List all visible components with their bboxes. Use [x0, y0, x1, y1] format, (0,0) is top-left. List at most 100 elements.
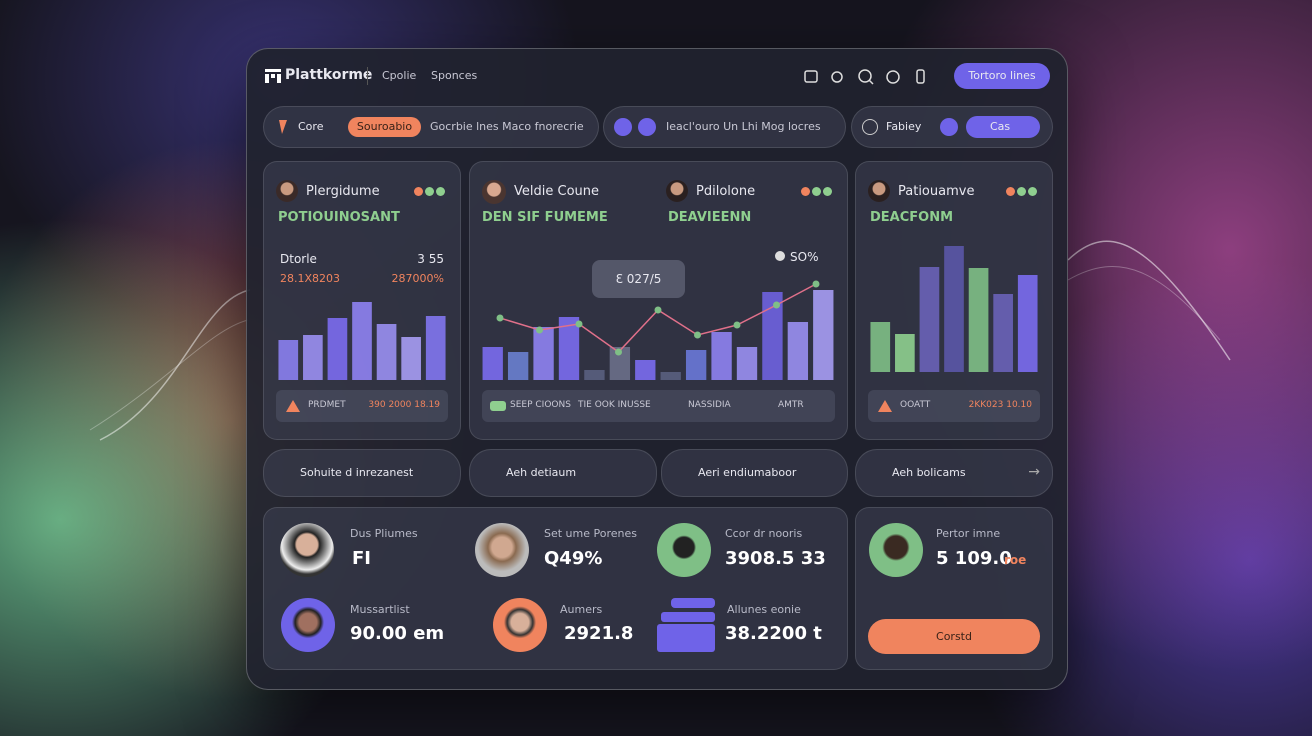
action-button[interactable]: Sohuite d inrezanest [263, 449, 461, 497]
nav-link[interactable]: Cpolie [382, 69, 417, 82]
bar [685, 350, 707, 380]
filter-description: Ieacl'ouro Un Lhi Mog locres [666, 120, 821, 133]
badge-icon [775, 251, 785, 261]
avatar [280, 523, 334, 577]
filter-tag[interactable]: Cas [966, 116, 1040, 138]
trend-point [615, 348, 622, 356]
arrow-icon: → [1028, 464, 1040, 480]
card-name: Pdilolone [696, 184, 756, 199]
trend-point [733, 321, 741, 329]
bar [278, 340, 299, 380]
card-subtitle: DEAVIEENN [668, 210, 752, 225]
action-label: Aeri endiumaboor [698, 466, 797, 479]
status-dots [799, 181, 833, 196]
person-label: Ccor dr nooris [725, 527, 803, 540]
card-footer: SEEP CIOONS TIE OOK INUSSE NASSIDIA AMTR [482, 390, 835, 422]
stat-value: 3 55 [417, 252, 444, 266]
bar [303, 335, 323, 380]
card-subtitle: DEACFONM [870, 210, 954, 225]
person-value: 3908.5 33 [725, 548, 826, 569]
header-button[interactable]: Tortoro lines [954, 63, 1050, 89]
trend-point [536, 326, 543, 334]
filter-pill[interactable]: Fabiey Cas [851, 106, 1053, 148]
card-footer: PRDMET 390 2000 18.19 [276, 390, 448, 422]
bar [968, 268, 989, 372]
bar [736, 347, 758, 380]
bar [558, 317, 580, 380]
bar [813, 290, 834, 380]
filter-tag[interactable]: Souroabio [348, 117, 421, 137]
action-button[interactable]: Aeri endiumaboor [661, 449, 848, 497]
summary-button[interactable]: Corstd [868, 619, 1040, 654]
bar [327, 318, 348, 380]
person-value: FI [352, 548, 371, 569]
stat-label: Dtorle [280, 252, 317, 266]
person-value: 38.2200 t [725, 623, 822, 644]
footer-label: TIE OOK INUSSE [578, 400, 651, 410]
bar-chart [278, 302, 446, 380]
trend-point [812, 280, 820, 288]
filter-label: Fabiey [886, 120, 922, 133]
avatar [276, 180, 298, 202]
bar [711, 332, 732, 380]
person-label: Allunes eonie [727, 603, 801, 616]
action-label: Aeh detiaum [506, 466, 577, 479]
filter-radio[interactable] [862, 119, 878, 135]
trend-point [496, 314, 504, 322]
person-value: 90.00 em [350, 623, 445, 644]
avatar [666, 180, 688, 202]
footer-label: SEEP CIOONS [510, 400, 571, 410]
status-dots [1004, 181, 1038, 196]
stat-left: 28.1X8203 [280, 272, 341, 285]
bar [352, 302, 372, 380]
footer-label: PRDMET [308, 400, 346, 410]
bar-line-chart [482, 280, 834, 380]
person-label: Aumers [560, 603, 603, 616]
bar [1017, 275, 1038, 372]
bar [533, 327, 554, 380]
action-button[interactable]: Aeh bolicams → [855, 449, 1053, 497]
warning-icon [286, 400, 300, 412]
person-value: Q49% [544, 548, 603, 569]
card-name: Veldie Coune [514, 184, 599, 199]
bar [482, 347, 503, 380]
filter-dot [940, 118, 958, 136]
chart-badge: SO% [790, 250, 819, 264]
footer-label: NASSIDIA [688, 400, 731, 410]
action-button[interactable]: Aeh detiaum [469, 449, 657, 497]
warning-icon [878, 400, 892, 412]
trend-point [773, 301, 780, 309]
bar [895, 334, 915, 372]
filter-pill[interactable]: Ieacl'ouro Un Lhi Mog locres [603, 106, 846, 148]
person-value: 2921.8 [564, 623, 634, 644]
card-subtitle: POTIOUINOSANT [278, 210, 400, 225]
bar-chart [870, 246, 1038, 372]
summary-value: 5 109.0 [936, 548, 1012, 569]
nav-link[interactable]: Sponces [431, 69, 478, 82]
person-label: Set ume Porenes [544, 527, 638, 540]
summary-label: Pertor imne [936, 527, 1001, 540]
stack-icon [657, 598, 715, 652]
chart-card: Veldie Coune Pdilolone DEN SIF FUMEME DE… [469, 161, 848, 440]
avatar [482, 180, 506, 204]
avatar [475, 523, 529, 577]
footer-value: 2KK023 10.10 [968, 400, 1032, 410]
bar [425, 316, 446, 380]
footer-icon [490, 401, 506, 411]
card-footer: OOATT 2KK023 10.10 [868, 390, 1040, 422]
logo-icon [265, 69, 281, 83]
avatar [281, 598, 335, 652]
bar [401, 337, 421, 380]
divider [367, 67, 368, 85]
bar [762, 292, 783, 380]
chart-tooltip: Ɛ 027/5 [592, 260, 685, 298]
trend-point [654, 306, 662, 314]
avatar [657, 523, 711, 577]
filter-pill[interactable]: Core Souroabio Gocrbie lnes Maco fnorecr… [263, 106, 599, 148]
avatar [493, 598, 547, 652]
bar [609, 347, 631, 380]
stat-card: Plergidume POTIOUINOSANT Dtorle 3 55 28.… [263, 161, 461, 440]
header-icons[interactable] [803, 67, 933, 87]
